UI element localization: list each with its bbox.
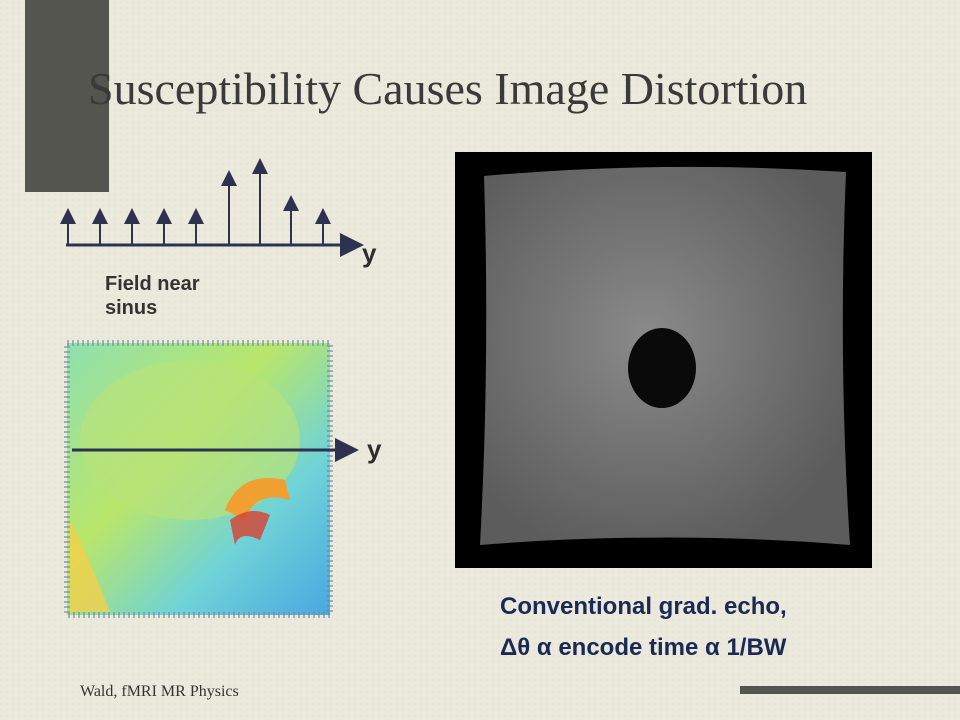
accent-bar [25, 0, 109, 192]
image-caption: Conventional grad. echo, [500, 593, 787, 620]
axis-label: y [367, 434, 382, 464]
caption-line: sinus [105, 297, 157, 319]
axis-label: y [362, 238, 377, 268]
mri-image [455, 152, 872, 568]
image-caption: Δθ α encode time α 1/BW [500, 634, 787, 661]
field-arrows [60, 158, 364, 257]
footer: Wald, fMRI MR Physics [80, 683, 239, 700]
field-map-image [64, 340, 359, 618]
footer-bar [740, 686, 960, 694]
title: Susceptibility Causes Image Distortion [88, 63, 807, 114]
caption-line: Field near [105, 273, 200, 295]
